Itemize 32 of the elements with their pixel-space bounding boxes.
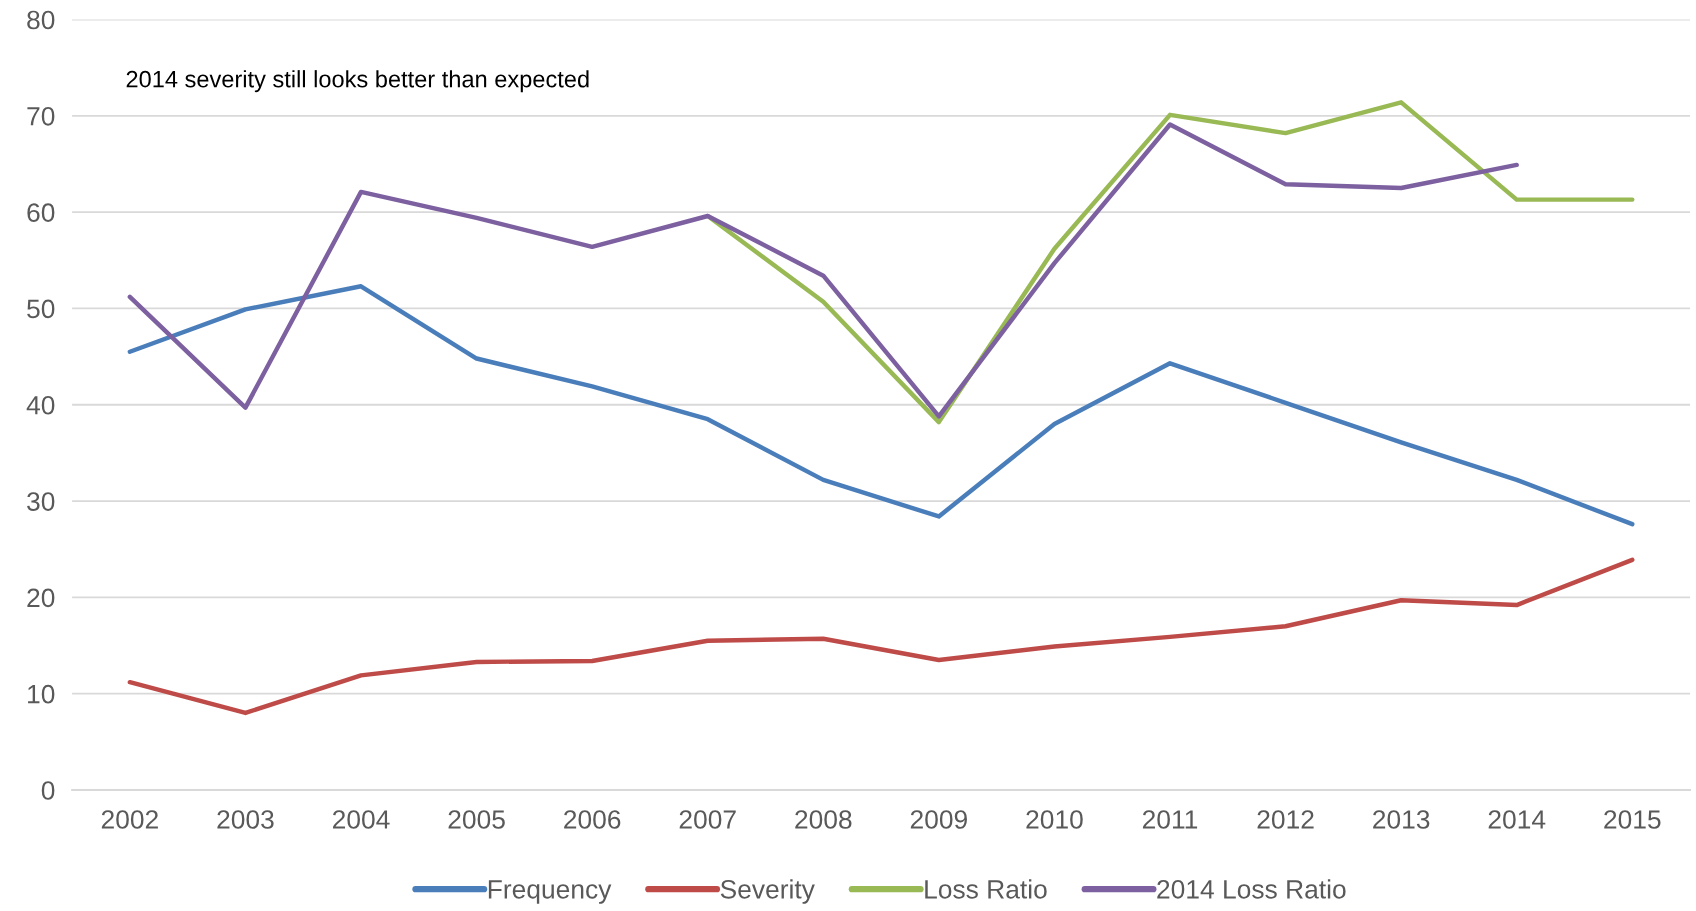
y-tick-label: 10: [28, 684, 55, 704]
legend-label: Severity: [720, 879, 815, 904]
y-tick-label: 70: [27, 106, 55, 126]
x-tick-label: 2010: [1026, 810, 1083, 829]
line-series: [127, 557, 1635, 716]
x-tick-label: 2008: [795, 810, 852, 829]
x-tick-label: 2002: [101, 810, 158, 829]
y-tick-label: 40: [26, 395, 55, 415]
y-tick-label: 50: [27, 299, 55, 319]
y-tick-label: 30: [27, 492, 55, 511]
x-tick-label: 2013: [1373, 810, 1430, 829]
line-series: [705, 100, 1635, 425]
annotation: 2014 severity still looks better than expected: [126, 70, 589, 93]
legend-label: 2014 Loss Ratio: [1157, 879, 1346, 899]
x-tick-label: 2014: [1488, 810, 1546, 829]
x-tick-label: 2015: [1604, 810, 1661, 829]
y-tick-label: 80: [27, 10, 55, 30]
x-tick-label: 2004: [332, 810, 390, 829]
x-tick-label: 2007: [679, 810, 736, 829]
x-tick-label: 2012: [1257, 810, 1314, 829]
x-tick-label: 2011: [1142, 810, 1198, 829]
y-tick-label: 60: [27, 203, 55, 222]
line-series: [127, 122, 1519, 419]
x-tick-label: 2003: [217, 810, 274, 829]
x-tick-label: 2005: [448, 810, 505, 829]
x-tick-label: 2009: [910, 810, 967, 829]
line-series: [127, 284, 1635, 527]
legend-label: Frequency: [488, 880, 612, 904]
y-tick-label: 0: [41, 781, 55, 800]
y-tick-label: 20: [27, 588, 55, 608]
x-tick-label: 2006: [564, 810, 621, 829]
legend-label: Loss Ratio: [925, 879, 1047, 899]
